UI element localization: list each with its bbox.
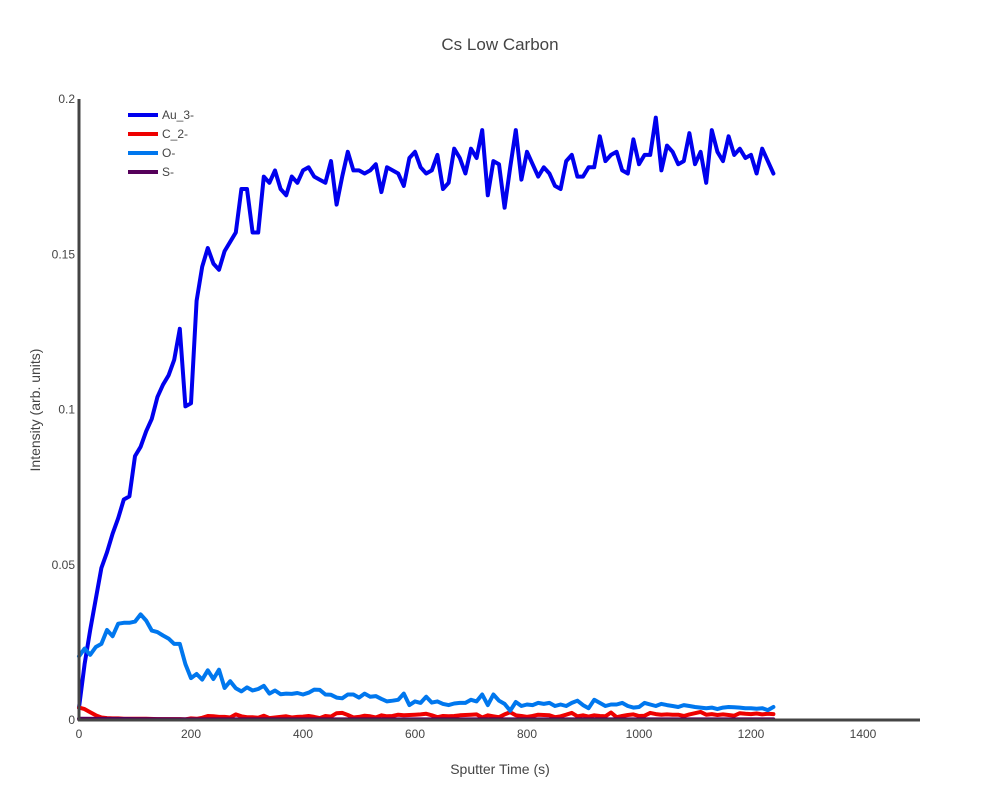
x-tick-label: 1000 <box>626 727 653 741</box>
x-tick-label: 1400 <box>850 727 877 741</box>
series-line-2 <box>77 612 776 713</box>
y-tick-label: 0.1 <box>58 403 75 417</box>
y-tick-label: 0.05 <box>52 558 76 572</box>
legend-label: C_2- <box>162 127 188 141</box>
y-axis-title: Intensity (arb. units) <box>27 349 43 472</box>
x-tick-labels: 0 200 400 600 800 1000 1200 1400 <box>76 727 877 741</box>
plot-area <box>77 115 776 722</box>
legend-label: Au_3- <box>162 108 194 122</box>
x-axis-title: Sputter Time (s) <box>450 761 550 777</box>
legend: Au_3- C_2- O- S- <box>128 108 194 179</box>
x-tick-label: 0 <box>76 727 83 741</box>
chart-title: Cs Low Carbon <box>441 35 558 54</box>
x-tick-label: 400 <box>293 727 313 741</box>
legend-item[interactable]: O- <box>128 146 175 160</box>
y-tick-label: 0 <box>68 713 75 727</box>
x-tick-label: 600 <box>405 727 425 741</box>
legend-item[interactable]: Au_3- <box>128 108 194 122</box>
x-tick-label: 200 <box>181 727 201 741</box>
x-tick-label: 1200 <box>738 727 765 741</box>
legend-item[interactable]: S- <box>128 165 174 179</box>
y-tick-labels: 0 0.05 0.1 0.15 0.2 <box>52 92 76 727</box>
legend-label: O- <box>162 146 175 160</box>
axes <box>77 99 920 722</box>
x-tick-label: 800 <box>517 727 537 741</box>
series-line-1 <box>77 705 776 722</box>
legend-item[interactable]: C_2- <box>128 127 188 141</box>
y-tick-label: 0.2 <box>58 92 75 106</box>
series-line-0 <box>77 115 776 710</box>
y-tick-label: 0.15 <box>52 247 76 261</box>
legend-label: S- <box>162 165 174 179</box>
